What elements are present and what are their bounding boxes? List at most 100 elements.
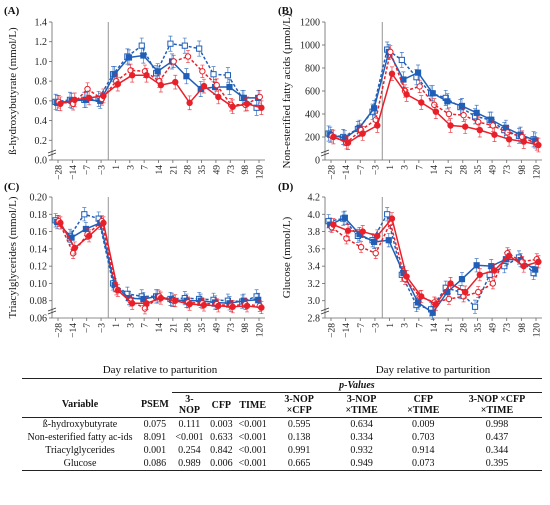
y-axis-label: Glucose (mmol/L) xyxy=(281,216,293,298)
table-cell: 0.634 xyxy=(350,419,373,430)
x-tick-label: −3 xyxy=(371,165,381,175)
x-tick-label: −14 xyxy=(69,165,79,180)
p-values-header: p-Values xyxy=(171,378,542,393)
data-point xyxy=(414,69,422,76)
x-tick-label: 14 xyxy=(430,323,440,333)
data-point xyxy=(186,99,193,107)
table-cell: 0.991 xyxy=(287,445,311,456)
data-point xyxy=(143,300,150,307)
data-point xyxy=(429,90,436,97)
table-cell: 0.949 xyxy=(350,458,373,469)
x-tick-label: 3 xyxy=(126,323,136,328)
y-tick-label: 3.4 xyxy=(308,262,321,273)
data-point xyxy=(461,288,469,296)
data-point xyxy=(489,122,497,129)
data-point xyxy=(344,227,352,234)
x-tick-label: 21 xyxy=(169,323,179,333)
data-point xyxy=(125,54,133,61)
x-tick-label: 1 xyxy=(386,323,396,328)
x-tick-label: 7 xyxy=(141,165,151,170)
table-cell: 0.334 xyxy=(350,432,373,443)
x-tick-label: −3 xyxy=(98,165,108,175)
data-point xyxy=(371,105,378,112)
table-cell: 0.254 xyxy=(178,445,201,456)
x-tick-label: −14 xyxy=(69,323,79,338)
data-point xyxy=(505,136,513,143)
data-point xyxy=(385,237,392,244)
data-point xyxy=(488,263,495,270)
y-tick-label: 2.8 xyxy=(308,314,321,325)
x-tick-label: −7 xyxy=(83,323,93,333)
x-tick-label: 3 xyxy=(401,323,411,328)
data-point xyxy=(403,273,410,280)
col-header: CFP ×TIME xyxy=(407,394,440,416)
data-point xyxy=(374,122,381,129)
x-tick-label: 35 xyxy=(474,165,484,175)
x-tick-label: 73 xyxy=(227,323,237,333)
panel-label: (D) xyxy=(278,181,294,193)
y-tick-label: 1200 xyxy=(300,18,320,29)
table-cell: 0.075 xyxy=(143,419,167,430)
y-tick-label: 3.8 xyxy=(308,227,321,238)
data-point xyxy=(183,73,190,80)
series-4 xyxy=(330,66,542,153)
axis-break-mark xyxy=(47,149,57,157)
table-cell: 0.989 xyxy=(178,458,201,469)
table-cell: 0.344 xyxy=(485,445,509,456)
data-point xyxy=(476,126,484,134)
x-tick-label: 35 xyxy=(198,165,208,175)
data-point xyxy=(229,103,236,110)
y-tick-label: 0.0 xyxy=(35,156,48,167)
data-point xyxy=(71,96,78,104)
data-point xyxy=(445,295,453,303)
data-point xyxy=(172,78,179,86)
x-tick-label: 120 xyxy=(256,165,266,180)
data-point xyxy=(196,45,203,52)
table-cell: <0.001 xyxy=(238,458,267,469)
table-cell: 0.073 xyxy=(412,458,435,469)
x-tick-label: 49 xyxy=(212,165,222,175)
y-tick-label: 4.0 xyxy=(308,210,321,221)
y-tick-label: 800 xyxy=(305,64,320,75)
data-point xyxy=(357,243,365,251)
data-point xyxy=(128,72,136,79)
data-point xyxy=(359,130,366,137)
data-point xyxy=(258,104,265,111)
data-point xyxy=(444,98,451,105)
x-tick-label: 21 xyxy=(445,165,455,175)
x-tick-label: 7 xyxy=(415,323,425,328)
data-point xyxy=(388,215,396,222)
y-tick-label: 3.6 xyxy=(308,244,321,255)
table-cell: <0.001 xyxy=(238,432,267,443)
x-tick-label: 98 xyxy=(518,323,528,333)
table-cell: 0.932 xyxy=(350,445,373,456)
y-tick-label: 0.10 xyxy=(30,279,48,290)
y-axis-label: Non-esterified fatty acids (µmol/L) xyxy=(281,13,293,168)
data-point xyxy=(475,288,482,296)
data-point xyxy=(489,280,497,287)
x-tick-label: 28 xyxy=(184,323,194,333)
table-cell: 0.009 xyxy=(412,419,435,430)
data-point xyxy=(458,276,466,283)
data-point xyxy=(154,68,161,75)
y-tick-label: 0.4 xyxy=(35,116,48,127)
y-tick-label: 0.14 xyxy=(30,244,48,255)
data-point xyxy=(213,81,220,89)
y-tick-label: 0.12 xyxy=(30,262,48,273)
x-tick-label: 49 xyxy=(489,165,499,175)
chart-panel-a: (A) ß-hydroxybutyrate (mmol/L) 0.0 0.2 0.4 0.… xyxy=(4,5,266,180)
x-tick-label: 21 xyxy=(445,323,455,333)
y-tick-label: 0.18 xyxy=(30,210,48,221)
table-cell: 0.006 xyxy=(210,458,233,469)
col-header: CFP xyxy=(211,399,232,411)
x-tick-label: −28 xyxy=(328,323,338,338)
panel-label: (B) xyxy=(278,5,293,17)
data-point xyxy=(215,302,222,310)
data-point xyxy=(215,93,222,101)
data-point xyxy=(167,40,174,47)
data-point xyxy=(471,303,479,310)
table-cell: ß-hydroxybutyrate xyxy=(42,419,118,430)
x-tick-label: 120 xyxy=(533,323,543,338)
y-tick-label: 0.06 xyxy=(30,314,48,325)
axis-break-mark xyxy=(320,307,330,315)
